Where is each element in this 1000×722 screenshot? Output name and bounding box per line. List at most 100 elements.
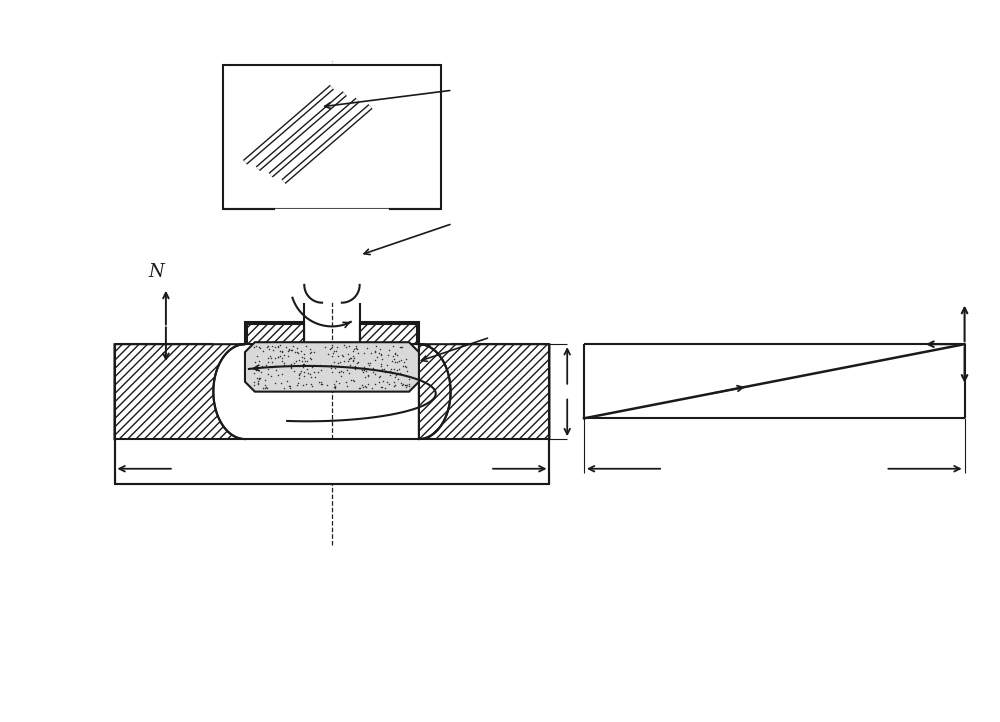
Point: [401, 374, 417, 386]
Point: [373, 360, 389, 372]
Point: [268, 365, 284, 376]
Point: [312, 359, 328, 370]
Point: [254, 360, 270, 372]
Point: [330, 350, 346, 362]
Point: [289, 342, 305, 354]
Point: [367, 368, 383, 380]
Point: [382, 365, 398, 377]
Point: [320, 348, 336, 360]
Point: [323, 359, 339, 370]
Point: [374, 364, 390, 375]
Point: [350, 356, 366, 367]
Point: [274, 356, 290, 367]
Point: [328, 346, 344, 357]
Point: [331, 366, 347, 378]
Point: [264, 356, 280, 367]
Point: [371, 347, 387, 359]
Point: [295, 359, 311, 370]
Point: [401, 380, 417, 391]
Point: [330, 357, 346, 369]
Point: [398, 354, 414, 365]
Point: [336, 339, 352, 351]
Point: [324, 367, 340, 378]
Point: [296, 352, 312, 364]
Point: [373, 358, 389, 370]
Point: [349, 344, 365, 355]
Point: [291, 367, 307, 379]
Point: [347, 360, 363, 372]
Point: [264, 362, 280, 373]
Point: [383, 363, 399, 375]
Point: [338, 341, 354, 352]
Point: [298, 340, 314, 352]
Point: [284, 344, 300, 355]
Point: [272, 340, 288, 352]
Point: [260, 369, 276, 380]
Point: [341, 353, 357, 365]
Point: [251, 373, 267, 385]
Point: [294, 351, 310, 362]
Point: [367, 354, 383, 365]
Point: [351, 383, 367, 394]
Point: [302, 344, 318, 355]
Point: [297, 355, 313, 367]
Point: [392, 367, 408, 379]
Point: [286, 365, 302, 377]
Point: [395, 378, 411, 389]
Point: [326, 356, 342, 367]
Point: [393, 341, 409, 352]
Point: [267, 341, 283, 352]
Point: [302, 352, 318, 364]
Point: [345, 355, 361, 366]
Point: [348, 343, 364, 355]
Point: [296, 370, 312, 382]
Point: [334, 349, 350, 361]
Point: [291, 360, 307, 372]
Point: [343, 352, 359, 364]
Point: [248, 341, 264, 352]
Point: [399, 379, 415, 391]
Point: [388, 369, 404, 380]
Point: [259, 341, 275, 352]
Point: [264, 340, 280, 352]
Point: [283, 359, 299, 370]
Point: [338, 376, 354, 388]
Point: [367, 346, 383, 357]
Point: [249, 372, 265, 383]
Point: [327, 380, 343, 391]
Point: [339, 365, 355, 376]
Point: [306, 346, 322, 357]
Point: [339, 380, 355, 391]
Point: [358, 381, 374, 393]
Point: [335, 366, 351, 378]
Point: [298, 378, 314, 390]
Point: [365, 367, 381, 378]
Polygon shape: [223, 66, 441, 209]
Point: [371, 376, 387, 388]
Point: [322, 344, 338, 355]
Point: [328, 375, 344, 387]
Point: [367, 346, 383, 357]
Point: [288, 355, 304, 367]
Point: [372, 370, 388, 382]
Point: [372, 344, 388, 355]
Point: [304, 362, 320, 373]
Point: [348, 340, 364, 352]
Point: [345, 350, 361, 362]
Point: [313, 376, 329, 388]
Point: [324, 342, 340, 353]
Point: [274, 369, 290, 380]
Point: [274, 345, 290, 357]
Point: [260, 356, 276, 367]
Point: [258, 381, 274, 393]
Point: [352, 383, 368, 394]
Point: [376, 363, 392, 375]
Point: [324, 350, 340, 362]
Point: [393, 355, 409, 366]
Point: [307, 371, 323, 383]
Point: [302, 368, 318, 380]
Point: [368, 340, 384, 352]
Point: [387, 371, 403, 383]
Polygon shape: [419, 344, 549, 439]
Point: [300, 367, 316, 379]
